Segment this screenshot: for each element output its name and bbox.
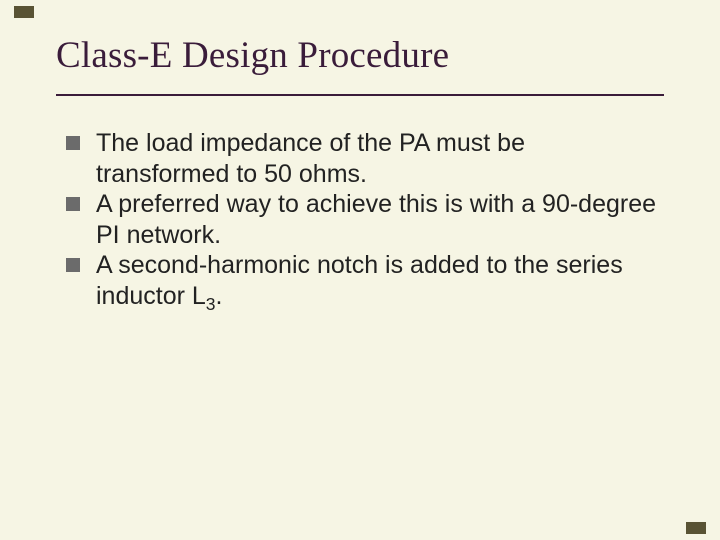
bullet-text: A preferred way to achieve this is with …: [96, 190, 656, 249]
bullet-item: The load impedance of the PA must be tra…: [66, 128, 664, 189]
square-bullet-icon: [66, 136, 80, 150]
bullet-text: A second-harmonic notch is added to the …: [96, 251, 623, 310]
title-underline: [56, 94, 664, 96]
corner-accent-top: [14, 6, 34, 18]
corner-accent-bottom: [686, 522, 706, 534]
slide: Class-E Design Procedure The load impeda…: [0, 0, 720, 540]
slide-body: The load impedance of the PA must be tra…: [66, 128, 664, 311]
bullet-item: A preferred way to achieve this is with …: [66, 189, 664, 250]
slide-title: Class-E Design Procedure: [56, 34, 664, 77]
bullet-item: A second-harmonic notch is added to the …: [66, 250, 664, 311]
square-bullet-icon: [66, 258, 80, 272]
square-bullet-icon: [66, 197, 80, 211]
bullet-text: The load impedance of the PA must be tra…: [96, 129, 525, 188]
